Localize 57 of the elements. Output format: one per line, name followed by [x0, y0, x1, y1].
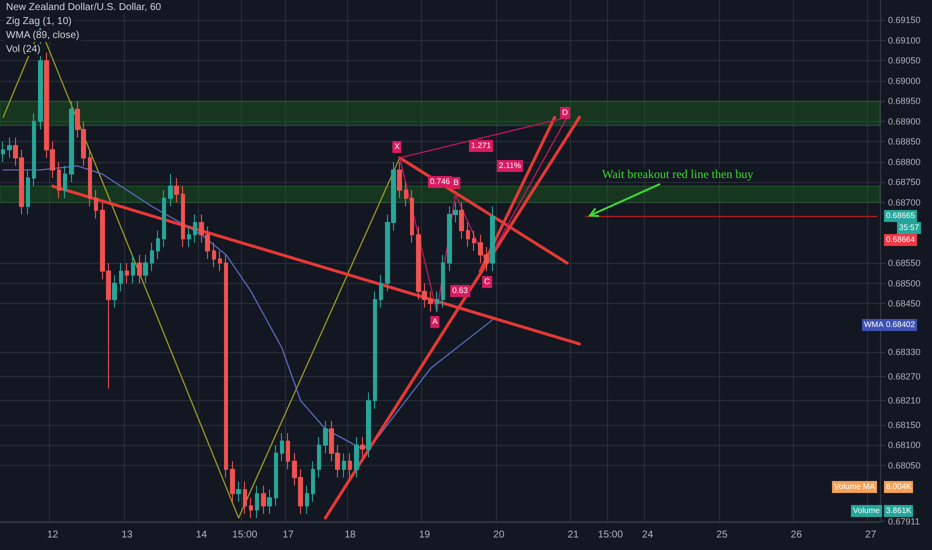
x-tick-label: 20	[493, 530, 505, 540]
y-tick-label: 0.68500	[888, 278, 921, 288]
annotation: 0.746	[428, 176, 452, 188]
annotation: Volume	[851, 505, 882, 517]
y-tick-label: 0.68900	[888, 116, 921, 126]
x-tick-label: 14	[196, 530, 208, 540]
annotation: Wait breakout red line then buy	[600, 167, 756, 181]
y-tick-label: 0.68750	[888, 177, 921, 188]
annotation: C	[482, 276, 492, 288]
y-tick-label: 0.68550	[888, 258, 921, 268]
annotation: Volume MA	[832, 481, 877, 493]
annotation: 1.271	[468, 140, 494, 152]
y-tick-label: 0.69000	[888, 76, 921, 86]
annotation: 2.11%	[496, 160, 524, 172]
y-tick-label: 0.68210	[888, 396, 921, 406]
x-tick-label: 25	[716, 530, 728, 540]
x-tick-label: 27	[865, 530, 877, 540]
text: 0.68664	[884, 234, 917, 246]
x-tick-label: 13	[121, 530, 134, 540]
chart-title: New Zealand Dollar/U.S. Dollar, 60	[4, 2, 164, 14]
x-tick-label: 21	[568, 530, 580, 540]
y-tick-label: 0.68270	[888, 371, 921, 382]
x-tick-label: 15:00	[598, 530, 624, 540]
y-tick-label: 0.68450	[888, 298, 921, 308]
y-tick-label: 0.68950	[888, 96, 921, 106]
y-tick-label: 0.68800	[888, 156, 921, 167]
annotation: Zig Zag (1, 10)	[4, 16, 74, 28]
annotation: A	[430, 316, 440, 328]
y-tick-label: 0.68100	[888, 440, 921, 450]
y-tick-label: 0.68330	[888, 347, 921, 358]
annotation: WMA (89, close)	[4, 30, 82, 42]
y-tick-label: 0.68150	[888, 420, 921, 430]
x-tick-label: 15:00	[232, 530, 258, 540]
annotation: D	[560, 107, 570, 120]
annotation: WMA	[862, 319, 886, 331]
y-tick-label: 0.68700	[888, 197, 921, 208]
y-tick-label: 0.69100	[888, 35, 921, 46]
text: 0.68402	[884, 319, 917, 331]
x-tick-label: 24	[642, 530, 654, 540]
text: 8.004K	[884, 481, 914, 493]
text: 0.68665	[884, 210, 917, 222]
text: 35:57	[897, 222, 922, 234]
annotation: X	[392, 140, 402, 153]
x-tick-label: 12	[47, 530, 59, 540]
annotation: Vol (24)	[4, 44, 42, 56]
y-tick-label: 0.69050	[888, 56, 921, 66]
x-tick-label: 17	[282, 530, 294, 540]
x-tick-label: 26	[790, 530, 802, 540]
annotation: B	[451, 177, 461, 190]
annotation: 0.63	[450, 285, 470, 298]
y-tick-label: 0.68050	[888, 460, 921, 470]
x-tick-label: 18	[344, 530, 356, 540]
text: 3.861K	[884, 505, 914, 517]
y-tick-label: 0.68850	[888, 136, 921, 147]
x-tick-label: 19	[418, 530, 431, 540]
y-tick-label: 0.69150	[888, 15, 921, 26]
y-tick-label: 0.67911	[888, 516, 920, 527]
